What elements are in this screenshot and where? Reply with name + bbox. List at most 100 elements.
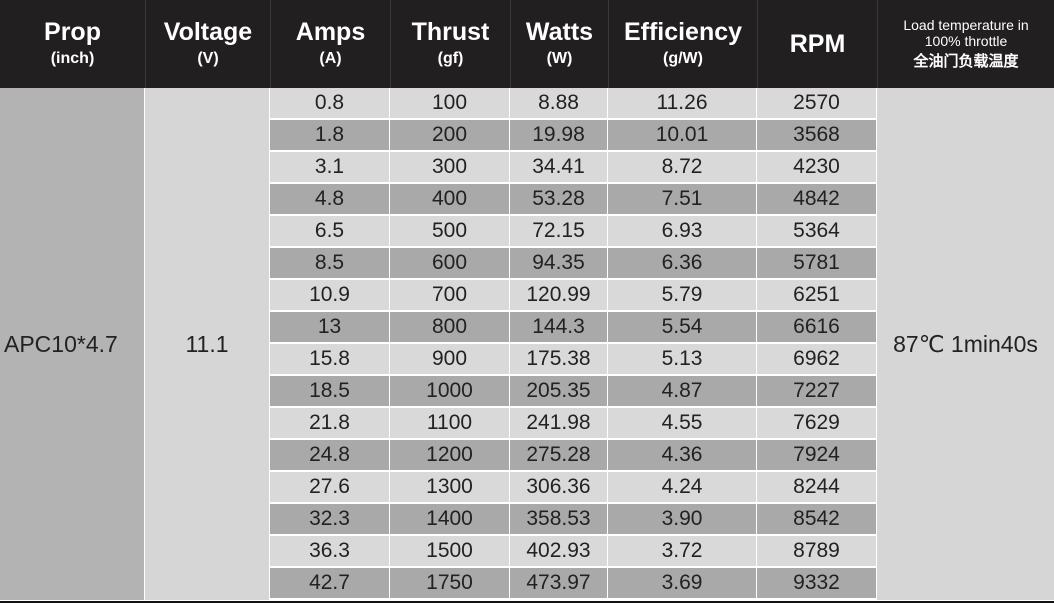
- watts-cell: 473.97: [510, 568, 608, 600]
- watts-cell: 275.28: [510, 440, 608, 472]
- thrust-cell: 1750: [390, 568, 510, 600]
- temperature-value: 87℃ 1min40s: [877, 88, 1054, 600]
- efficiency-cell: 4.87: [608, 376, 757, 408]
- thrust-cell: 200: [390, 120, 510, 152]
- watts-cell: 358.53: [510, 504, 608, 536]
- efficiency-cell: 3.90: [608, 504, 757, 536]
- rpm-cell: 2570: [757, 88, 877, 120]
- header-prop-label: Prop: [44, 18, 101, 46]
- watts-cell: 34.41: [510, 152, 608, 184]
- header-efficiency-label: Efficiency: [623, 18, 743, 46]
- watts-cell: 94.35: [510, 248, 608, 280]
- header-prop: Prop (inch): [0, 0, 145, 88]
- thrust-cell: 700: [390, 280, 510, 312]
- thrust-cell: 500: [390, 216, 510, 248]
- watts-cell: 72.15: [510, 216, 608, 248]
- amps-cell: 27.6: [270, 472, 390, 504]
- rpm-cell: 8244: [757, 472, 877, 504]
- watts-cell: 53.28: [510, 184, 608, 216]
- amps-cell: 21.8: [270, 408, 390, 440]
- efficiency-cell: 4.36: [608, 440, 757, 472]
- header-thrust: Thrust (gf): [390, 0, 510, 88]
- watts-cell: 144.3: [510, 312, 608, 344]
- header-voltage: Voltage (V): [145, 0, 270, 88]
- header-voltage-label: Voltage: [163, 18, 253, 46]
- rpm-cell: 9332: [757, 568, 877, 600]
- thrust-cell: 900: [390, 344, 510, 376]
- efficiency-cell: 10.01: [608, 120, 757, 152]
- rpm-cell: 8789: [757, 536, 877, 568]
- rpm-cell: 5364: [757, 216, 877, 248]
- thrust-cell: 1400: [390, 504, 510, 536]
- efficiency-cell: 6.36: [608, 248, 757, 280]
- header-amps-unit: (A): [319, 50, 342, 67]
- amps-cell: 0.8: [270, 88, 390, 120]
- watts-cell: 241.98: [510, 408, 608, 440]
- header-thrust-label: Thrust: [411, 18, 490, 46]
- efficiency-cell: 5.79: [608, 280, 757, 312]
- amps-cell: 6.5: [270, 216, 390, 248]
- amps-cell: 42.7: [270, 568, 390, 600]
- header-temp-line2: 100% throttle: [924, 33, 1008, 49]
- header-thrust-unit: (gf): [437, 50, 464, 67]
- watts-cell: 306.36: [510, 472, 608, 504]
- rpm-cell: 6616: [757, 312, 877, 344]
- header-rpm-label: RPM: [789, 30, 846, 58]
- amps-cell: 18.5: [270, 376, 390, 408]
- rpm-cell: 4842: [757, 184, 877, 216]
- amps-cell: 32.3: [270, 504, 390, 536]
- amps-cell: 8.5: [270, 248, 390, 280]
- thrust-cell: 300: [390, 152, 510, 184]
- amps-cell: 13: [270, 312, 390, 344]
- efficiency-cell: 4.24: [608, 472, 757, 504]
- rpm-cell: 3568: [757, 120, 877, 152]
- amps-cell: 36.3: [270, 536, 390, 568]
- header-watts-unit: (W): [546, 50, 573, 67]
- watts-cell: 120.99: [510, 280, 608, 312]
- amps-cell: 4.8: [270, 184, 390, 216]
- header-temperature: Load temperature in 100% throttle 全油门负载温…: [877, 0, 1054, 88]
- efficiency-cell: 8.72: [608, 152, 757, 184]
- watts-cell: 175.38: [510, 344, 608, 376]
- amps-cell: 15.8: [270, 344, 390, 376]
- efficiency-cell: 3.72: [608, 536, 757, 568]
- rpm-cell: 8542: [757, 504, 877, 536]
- header-temp-cn: 全油门负载温度: [913, 52, 1019, 70]
- rpm-cell: 5781: [757, 248, 877, 280]
- amps-cell: 10.9: [270, 280, 390, 312]
- watts-cell: 8.88: [510, 88, 608, 120]
- header-voltage-unit: (V): [197, 50, 219, 67]
- thrust-cell: 1000: [390, 376, 510, 408]
- thrust-cell: 100: [390, 88, 510, 120]
- efficiency-cell: 11.26: [608, 88, 757, 120]
- rpm-cell: 6251: [757, 280, 877, 312]
- amps-cell: 24.8: [270, 440, 390, 472]
- thrust-cell: 1500: [390, 536, 510, 568]
- thrust-cell: 800: [390, 312, 510, 344]
- efficiency-cell: 7.51: [608, 184, 757, 216]
- thrust-cell: 600: [390, 248, 510, 280]
- watts-cell: 402.93: [510, 536, 608, 568]
- efficiency-cell: 5.13: [608, 344, 757, 376]
- header-watts: Watts (W): [510, 0, 608, 88]
- watts-cell: 19.98: [510, 120, 608, 152]
- efficiency-cell: 4.55: [608, 408, 757, 440]
- rpm-cell: 7924: [757, 440, 877, 472]
- header-temp-line1: Load temperature in: [903, 17, 1029, 33]
- amps-cell: 3.1: [270, 152, 390, 184]
- header-rpm: RPM: [757, 0, 877, 88]
- efficiency-cell: 6.93: [608, 216, 757, 248]
- rpm-cell: 4230: [757, 152, 877, 184]
- header-efficiency-unit: (g/W): [663, 50, 703, 67]
- watts-cell: 205.35: [510, 376, 608, 408]
- thrust-cell: 1100: [390, 408, 510, 440]
- header-amps-label: Amps: [295, 18, 366, 46]
- thrust-cell: 1300: [390, 472, 510, 504]
- header-watts-label: Watts: [525, 18, 594, 46]
- header-efficiency: Efficiency (g/W): [608, 0, 757, 88]
- rpm-cell: 7227: [757, 376, 877, 408]
- efficiency-cell: 3.69: [608, 568, 757, 600]
- rpm-cell: 6962: [757, 344, 877, 376]
- header-prop-unit: (inch): [50, 50, 95, 67]
